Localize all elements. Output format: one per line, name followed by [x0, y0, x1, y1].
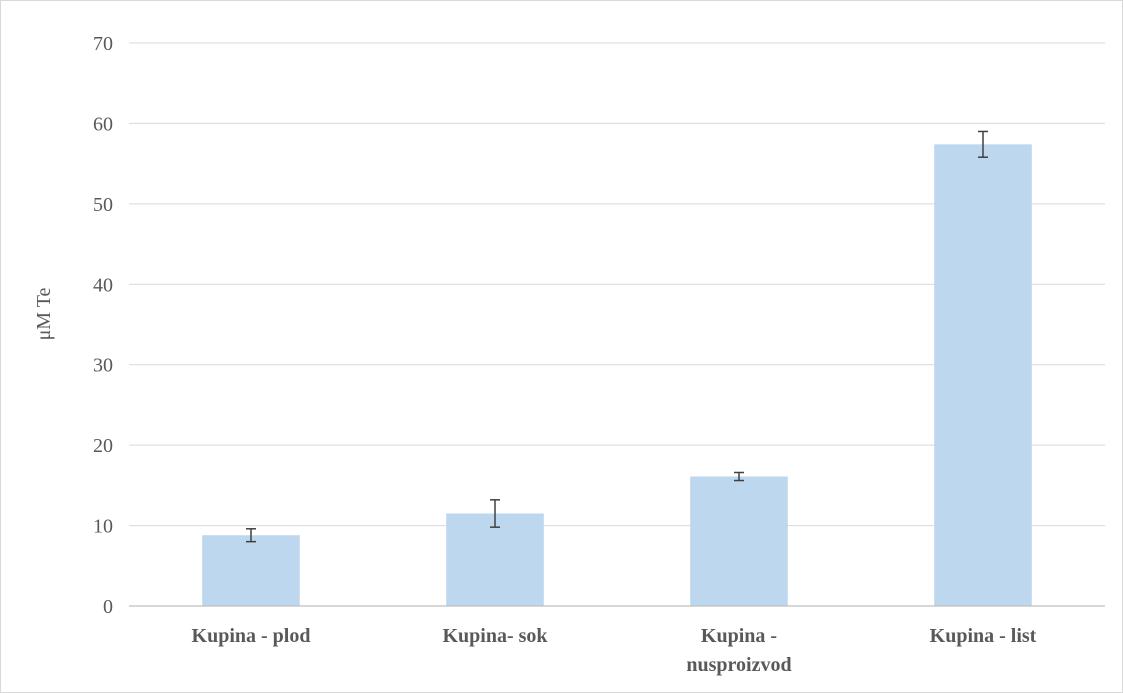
- bar: [934, 144, 1032, 606]
- bar-layer: [202, 144, 1032, 606]
- label-layer: 0 10 20 30 40 50 60 70 Kupina - plod Kupina- sok K…: [93, 33, 1037, 676]
- x-category-label-line: Kupina - plod: [192, 625, 311, 647]
- bar: [202, 535, 300, 606]
- x-category-label: Kupina - nusproizvod: [686, 625, 791, 676]
- y-tick-label: 70: [93, 33, 113, 55]
- grid-layer: [129, 42, 1105, 527]
- y-tick-label: 40: [93, 274, 113, 296]
- y-axis-title: μM Te: [33, 287, 55, 340]
- x-category-label-line: nusproizvod: [686, 654, 791, 676]
- x-category-label-line: Kupina- sok: [442, 625, 548, 647]
- error-bar-layer: [246, 130, 988, 543]
- bar: [690, 476, 788, 606]
- x-category-label: Kupina- sok: [442, 625, 548, 647]
- y-tick-label: 0: [103, 596, 113, 618]
- y-tick-label: 30: [93, 355, 113, 377]
- x-category-label: Kupina - plod: [192, 625, 311, 647]
- bar: [446, 513, 544, 606]
- y-tick-label: 60: [93, 113, 113, 135]
- x-category-label: Kupina - list: [930, 625, 1037, 647]
- y-tick-label: 50: [93, 194, 113, 216]
- y-tick-label: 20: [93, 435, 113, 457]
- x-category-label-line: Kupina - list: [930, 625, 1037, 647]
- y-tick-label: 10: [93, 516, 113, 538]
- x-category-label-line: Kupina -: [701, 625, 777, 647]
